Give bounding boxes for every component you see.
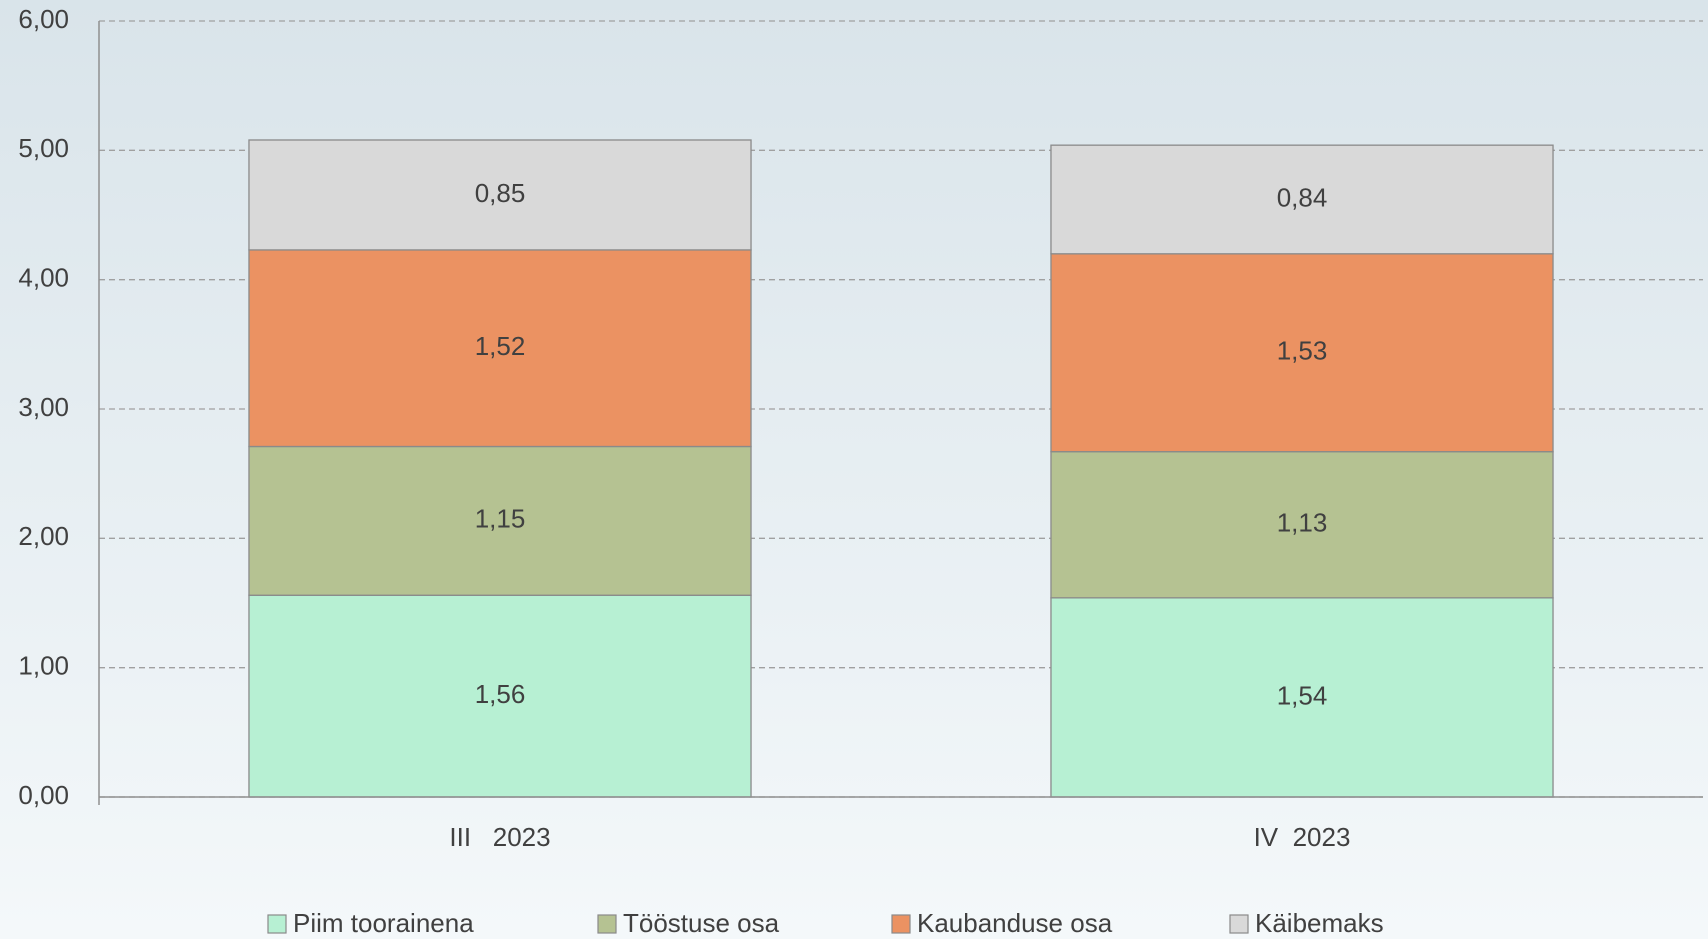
legend-label: Piim toorainena xyxy=(293,908,474,938)
data-label: 1,53 xyxy=(1277,336,1328,366)
y-tick-label: 6,00 xyxy=(18,4,69,34)
data-label: 1,52 xyxy=(475,331,526,361)
bar-segment xyxy=(1050,253,1554,453)
y-tick-label: 5,00 xyxy=(18,133,69,163)
bar-segment xyxy=(248,594,752,798)
x-tick-label: III 2023 xyxy=(449,822,550,852)
legend-swatch xyxy=(1229,914,1249,934)
legend-label: Käibemaks xyxy=(1255,908,1384,938)
bar-segment xyxy=(1050,451,1554,599)
data-label: 1,15 xyxy=(475,504,526,534)
data-label: 1,56 xyxy=(475,679,526,709)
bar-segment xyxy=(1050,144,1554,255)
bar-segment xyxy=(1050,597,1554,798)
y-tick-label: 4,00 xyxy=(18,263,69,293)
legend-swatch xyxy=(597,914,617,934)
y-tick-label: 0,00 xyxy=(18,780,69,810)
bar-segment xyxy=(248,139,752,251)
legend-label: Tööstuse osa xyxy=(623,908,780,938)
legend-label: Kaubanduse osa xyxy=(917,908,1113,938)
legend-swatch xyxy=(891,914,911,934)
bar-segment xyxy=(248,445,752,596)
bar-segment xyxy=(248,249,752,448)
y-tick-label: 2,00 xyxy=(18,521,69,551)
data-label: 1,54 xyxy=(1277,680,1328,710)
y-tick-label: 1,00 xyxy=(18,651,69,681)
data-label: 0,84 xyxy=(1277,182,1328,212)
legend-swatch xyxy=(267,914,287,934)
x-tick-label: IV 2023 xyxy=(1254,822,1351,852)
y-tick-label: 3,00 xyxy=(18,392,69,422)
data-label: 0,85 xyxy=(475,178,526,208)
data-label: 1,13 xyxy=(1277,508,1328,538)
